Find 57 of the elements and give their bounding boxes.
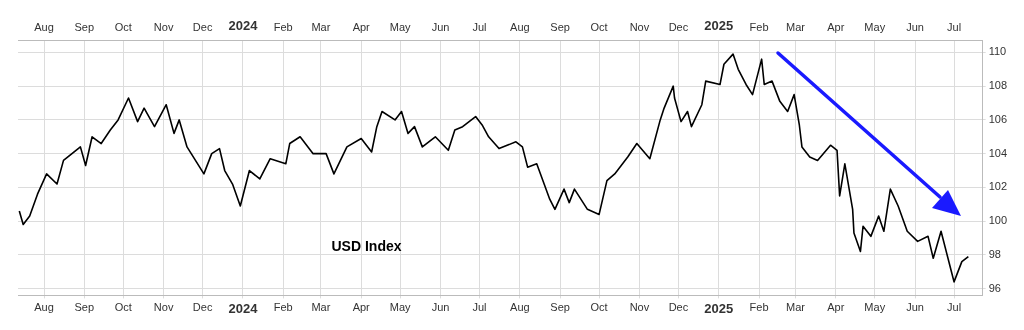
x-tick-label: Dec (192, 301, 213, 314)
x-tick-label: May (389, 301, 412, 314)
x2-tick-label: May (389, 21, 412, 34)
x-tick-label: Aug (510, 301, 530, 314)
x-tick-label: Nov (629, 301, 650, 314)
x-tick-label: Feb (749, 301, 769, 314)
y-tick-label: 96 (988, 281, 1001, 294)
x2-tick-label: Aug (34, 21, 54, 34)
x-tick-label: Apr (827, 301, 845, 314)
x2-tick-label: Mar (785, 21, 806, 34)
annotation: USD Index (331, 237, 402, 254)
x-tick-label: Aug (34, 301, 54, 314)
y-tick-label: 106 (988, 112, 1008, 125)
y-tick-label: 98 (988, 247, 1001, 260)
x-tick-label: Jun (431, 301, 450, 314)
x-tick-label: Dec (668, 301, 689, 314)
x-tick-label: Feb (273, 301, 293, 314)
x2-tick-label: Jun (431, 21, 450, 34)
x2-tick-label: 2025 (704, 18, 734, 34)
x2-tick-label: Apr (827, 21, 845, 34)
x-tick-label: Apr (352, 301, 371, 314)
x2-tick-label: Nov (153, 21, 174, 34)
x-tick-label: Nov (153, 301, 174, 314)
y-tick-label: 108 (988, 79, 1008, 92)
x-tick-label: Oct (114, 301, 132, 314)
x-tick-label: Sep (550, 301, 570, 314)
x-tick-label: Mar (785, 301, 806, 314)
x2-tick-label: 2024 (228, 18, 259, 34)
x2-tick-label: Sep (550, 21, 570, 34)
y-tick-label: 100 (988, 214, 1008, 227)
x2-tick-label: Feb (273, 21, 293, 34)
y-tick-label: 110 (988, 45, 1007, 58)
x2-tick-label: Jul (947, 21, 962, 34)
x2-tick-label: Sep (74, 21, 95, 34)
x2-tick-label: Aug (510, 21, 530, 34)
x2-tick-label: Oct (114, 21, 132, 34)
x2-tick-label: Nov (629, 21, 650, 34)
x2-tick-label: Jul (472, 21, 487, 34)
x-tick-label: Mar (311, 301, 331, 314)
y-tick-label: 102 (988, 180, 1008, 193)
x-tick-label: 2025 (704, 300, 734, 316)
x-tick-label: Oct (590, 301, 608, 314)
x2-tick-label: Mar (311, 21, 331, 34)
x-tick-label: May (864, 301, 886, 314)
x-tick-label: Jun (906, 301, 924, 314)
x-tick-label: Jul (472, 301, 487, 314)
x-tick-label: Jul (947, 301, 962, 314)
x2-tick-label: Apr (352, 21, 371, 34)
x2-tick-label: May (864, 21, 886, 34)
x2-tick-label: Dec (192, 21, 213, 34)
x-tick-label: Sep (74, 301, 95, 314)
x2-tick-label: Feb (749, 21, 769, 34)
x-tick-label: 2024 (228, 300, 259, 316)
y-tick-label: 104 (988, 146, 1008, 159)
x2-tick-label: Dec (668, 21, 689, 34)
x2-tick-label: Jun (906, 21, 924, 34)
x2-tick-label: Oct (590, 21, 608, 34)
